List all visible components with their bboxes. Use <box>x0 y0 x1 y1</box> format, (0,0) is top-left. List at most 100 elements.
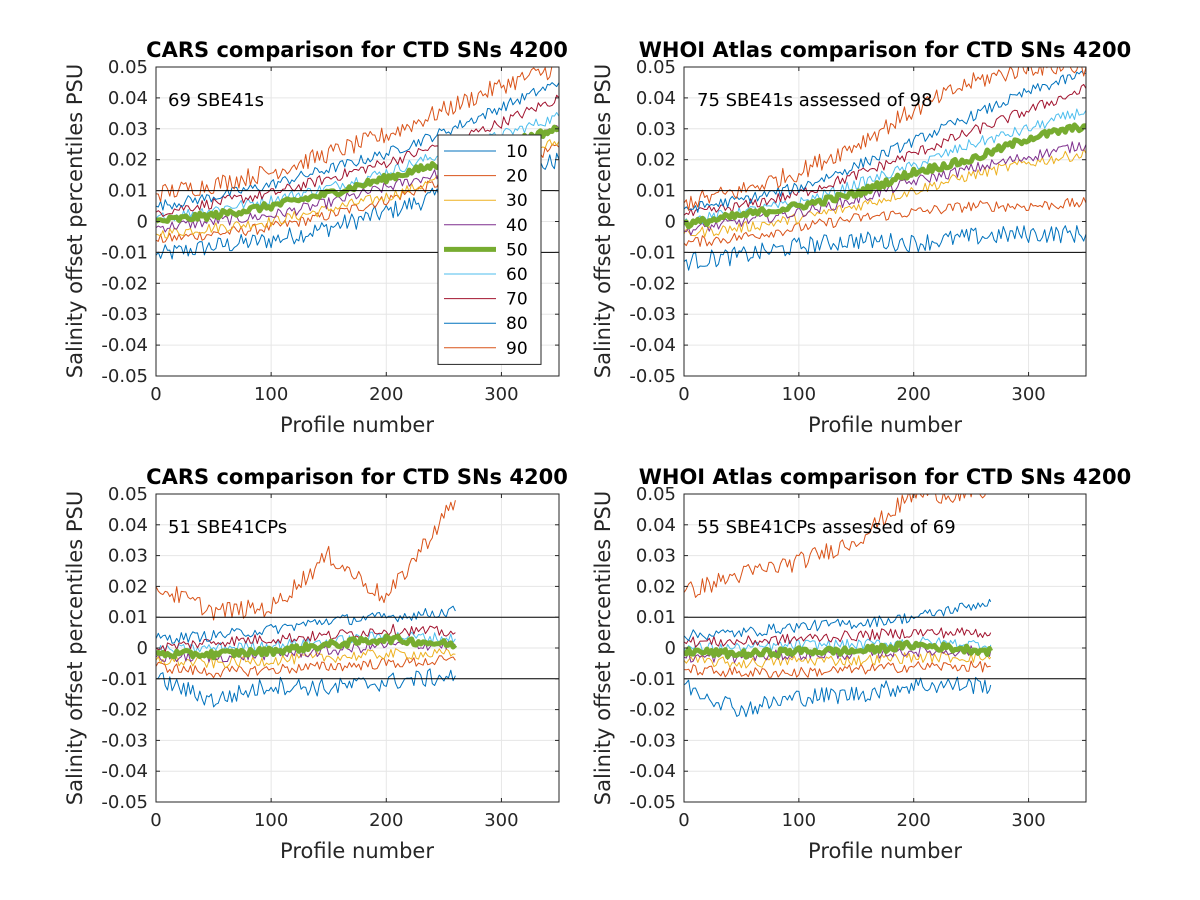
series-line-90 <box>156 500 456 621</box>
series-line-50 <box>684 639 993 660</box>
series-line-90 <box>684 67 1086 211</box>
series-line-90 <box>684 494 991 598</box>
series-line-80 <box>684 70 1086 213</box>
panel-annotation: 69 SBE41s <box>168 90 264 111</box>
subplot-top-right: 0 100 200 300 -0.05 -0.04 -0.03 -0.02 -0.01 0 0.01… <box>591 38 1131 437</box>
series-line-70 <box>684 83 1086 217</box>
series-line-50 <box>684 122 1086 230</box>
legend-label: 80 <box>506 314 528 334</box>
x-tick-label: 200 <box>897 384 931 405</box>
y-tick-label: 0.05 <box>636 484 676 505</box>
x-tick-label: 0 <box>150 384 161 405</box>
y-axis-label: Salinity offset percentiles PSU <box>63 64 87 378</box>
y-axis-label: Salinity offset percentiles PSU <box>591 491 615 805</box>
legend-label: 50 <box>506 240 528 260</box>
subplot-title: WHOI Atlas comparison for CTD SNs 4200 <box>639 465 1132 489</box>
subplot-bottom-right: 0 100 200 300 -0.05 -0.04 -0.03 -0.02 -0.01 0 0.01… <box>591 465 1131 863</box>
x-axis-label: Profile number <box>280 413 434 437</box>
y-tick-label: 0.05 <box>108 484 148 505</box>
series-line-20 <box>684 197 1086 247</box>
subplot-bottom-left: 0 100 200 300 -0.05 -0.04 -0.03 -0.02 -0.01 0 0.01… <box>63 465 568 863</box>
y-tick-label: 0.04 <box>636 515 676 536</box>
y-tick-label: 0.05 <box>108 57 148 78</box>
x-tick-label: 100 <box>254 384 288 405</box>
y-tick-label: 0 <box>137 212 148 233</box>
y-tick-label: 0.04 <box>636 88 676 109</box>
y-tick-label: -0.04 <box>101 761 148 782</box>
y-tick-label: 0 <box>665 638 676 659</box>
y-tick-label: 0.04 <box>108 515 148 536</box>
x-tick-label: 0 <box>678 810 689 831</box>
series-line-20 <box>684 660 991 678</box>
y-tick-label: -0.02 <box>101 273 148 294</box>
series-line-70 <box>684 627 992 648</box>
x-tick-label: 100 <box>782 384 816 405</box>
series-line-30 <box>684 651 992 669</box>
series-group <box>684 67 1086 271</box>
series-line-60 <box>684 636 992 654</box>
y-tick-label: 0.02 <box>108 150 148 171</box>
y-tick-label: -0.03 <box>629 304 676 325</box>
y-tick-label: -0.04 <box>629 335 676 356</box>
panel-annotation: 55 SBE41CPs assessed of 69 <box>697 517 956 538</box>
x-tick-label: 300 <box>1011 810 1045 831</box>
series-line-10 <box>684 225 1086 271</box>
y-tick-label: -0.02 <box>629 273 676 294</box>
subplot-title: CARS comparison for CTD SNs 4200 <box>146 38 568 62</box>
x-axis-label: Profile number <box>808 413 962 437</box>
series-line-20 <box>156 655 456 679</box>
series-group <box>156 500 458 708</box>
y-tick-label: 0 <box>137 638 148 659</box>
y-tick-label: 0.01 <box>108 181 148 202</box>
grid <box>155 493 559 803</box>
legend-label: 70 <box>506 290 528 310</box>
y-tick-label: 0.04 <box>108 88 148 109</box>
y-tick-label: -0.01 <box>101 242 148 263</box>
y-tick-label: 0.03 <box>636 546 676 567</box>
y-tick-label: -0.01 <box>629 242 676 263</box>
series-line-10 <box>684 676 992 718</box>
panel-annotation: 51 SBE41CPs <box>168 517 287 538</box>
y-tick-label: -0.01 <box>629 669 676 690</box>
series-line-90 <box>156 67 559 203</box>
subplot-top-left: 0 100 200 300 -0.05 -0.04 -0.03 -0.02 -0.01 0 0.01… <box>63 38 568 437</box>
y-tick-label: -0.03 <box>101 304 148 325</box>
y-tick-label: -0.04 <box>629 761 676 782</box>
x-tick-label: 100 <box>254 810 288 831</box>
series-line-60 <box>684 108 1086 226</box>
y-tick-label: -0.03 <box>629 730 676 751</box>
y-tick-label: 0.03 <box>636 119 676 140</box>
y-tick-label: 0.01 <box>636 607 676 628</box>
legend-label: 90 <box>506 339 528 359</box>
y-tick-label: -0.05 <box>101 366 148 387</box>
x-axis-label: Profile number <box>280 839 434 863</box>
y-tick-label: -0.05 <box>629 366 676 387</box>
y-tick-label: 0.05 <box>636 57 676 78</box>
x-tick-label: 200 <box>897 810 931 831</box>
x-tick-label: 200 <box>369 384 403 405</box>
series-line-50 <box>156 633 458 661</box>
x-tick-label: 300 <box>484 384 518 405</box>
series-line-80 <box>156 605 456 644</box>
y-axis-label: Salinity offset percentiles PSU <box>591 64 615 378</box>
y-tick-label: -0.05 <box>629 792 676 813</box>
series-line-80 <box>156 82 559 211</box>
subplot-title: CARS comparison for CTD SNs 4200 <box>146 465 568 489</box>
y-tick-label: 0.02 <box>636 576 676 597</box>
y-tick-label: 0.01 <box>636 181 676 202</box>
y-tick-label: 0.01 <box>108 607 148 628</box>
legend-label: 10 <box>506 142 528 162</box>
x-axis-label: Profile number <box>808 839 962 863</box>
y-tick-label: 0.02 <box>108 576 148 597</box>
x-tick-label: 0 <box>150 810 161 831</box>
x-tick-label: 300 <box>1011 384 1045 405</box>
y-tick-label: -0.01 <box>101 669 148 690</box>
y-axis-label: Salinity offset percentiles PSU <box>63 491 87 805</box>
legend-label: 40 <box>506 216 528 236</box>
y-tick-label: 0 <box>665 212 676 233</box>
panel-annotation: 75 SBE41s assessed of 98 <box>697 90 933 111</box>
legend-label: 30 <box>506 191 528 211</box>
legend: 10 20 30 40 50 60 70 80 90 <box>437 134 542 365</box>
legend-label: 20 <box>506 167 528 187</box>
